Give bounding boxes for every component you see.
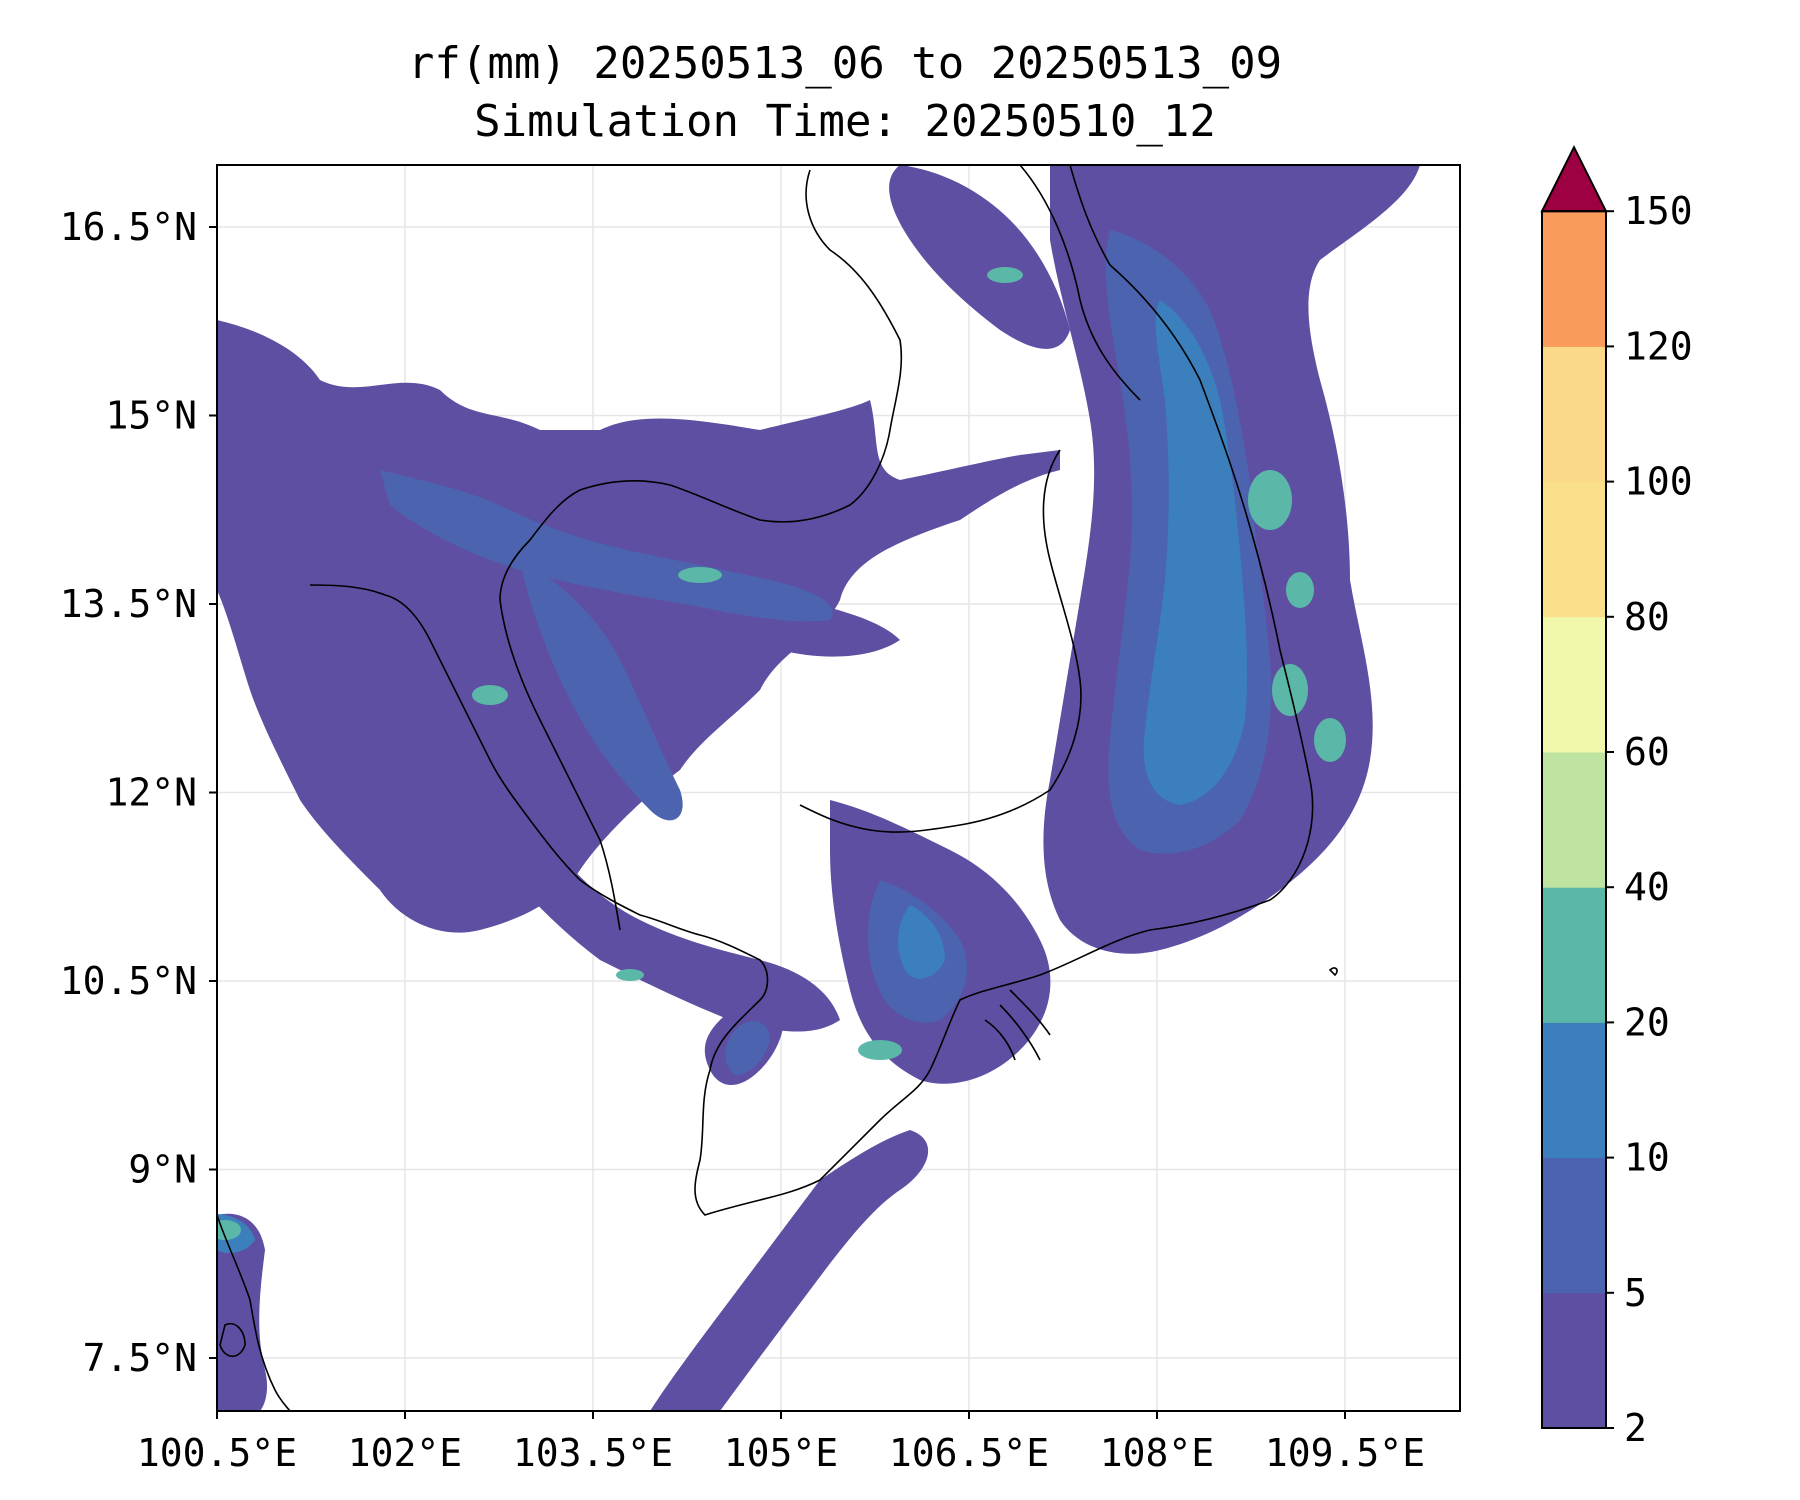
colorbar-segment <box>1542 1022 1606 1159</box>
colorbar-tick-label: 60 <box>1624 730 1670 774</box>
colorbar-tick-label: 100 <box>1624 460 1693 504</box>
lat-tick-label: 12°N <box>105 771 197 815</box>
lon-tick-label: 103.5°E <box>513 1431 673 1475</box>
colorbar-segment <box>1542 752 1606 888</box>
colorbar-segment <box>1542 346 1606 483</box>
lat-tick-label: 13.5°N <box>60 582 197 626</box>
lon-tick-label: 100.5°E <box>137 1431 297 1475</box>
colorbar-tick-label: 10 <box>1624 1136 1670 1180</box>
colorbar-tick-label: 150 <box>1624 189 1693 233</box>
colorbar-tick-label: 2 <box>1624 1406 1647 1450</box>
colorbar-segment <box>1542 1157 1606 1294</box>
colorbar-extend-arrow <box>1540 144 1608 213</box>
colorbar-segment <box>1542 887 1606 1023</box>
map-title-line-2: Simulation Time: 20250510_12 <box>474 96 1216 147</box>
colorbar-frame <box>1541 210 1607 1430</box>
lon-tick-label: 108°E <box>1100 1431 1214 1475</box>
coastline-and-borders <box>217 165 1338 1411</box>
colorbar-tick-label: 80 <box>1624 595 1670 639</box>
map-title-line-1: rf(mm) 20250513_06 to 20250513_09 <box>407 38 1283 89</box>
lat-tick-label: 7.5°N <box>83 1336 197 1380</box>
lon-tick-label: 106.5°E <box>889 1431 1049 1475</box>
colorbar-segment <box>1542 616 1606 753</box>
latitude-axis: 16.5°N 15°N 13.5°N 12°N 10.5°N 9°N 7.5°N <box>60 205 217 1380</box>
colorbar-segment <box>1542 481 1606 618</box>
colorbar-tick-label: 40 <box>1624 865 1670 909</box>
lon-tick-label: 109.5°E <box>1265 1431 1425 1475</box>
colorbar-segment <box>1542 211 1606 347</box>
colorbar: 2 5 10 20 40 60 80 100 120 150 <box>1540 144 1693 1450</box>
lat-tick-label: 10.5°N <box>60 959 197 1003</box>
colorbar-tick-label: 120 <box>1624 324 1693 368</box>
colorbar-tick-label: 5 <box>1624 1271 1647 1315</box>
lon-tick-label: 105°E <box>724 1431 838 1475</box>
colorbar-segment <box>1542 1292 1606 1429</box>
lat-tick-label: 9°N <box>128 1148 197 1192</box>
map-frame <box>216 164 1461 1412</box>
lat-tick-label: 15°N <box>105 394 197 438</box>
lon-tick-label: 102°E <box>348 1431 462 1475</box>
longitude-axis: 100.5°E 102°E 103.5°E 105°E 106.5°E 108°E 109.… <box>137 1411 1425 1475</box>
map-content <box>217 165 1460 1411</box>
lat-tick-label: 16.5°N <box>60 205 197 249</box>
colorbar-tick-label: 20 <box>1624 1000 1670 1044</box>
